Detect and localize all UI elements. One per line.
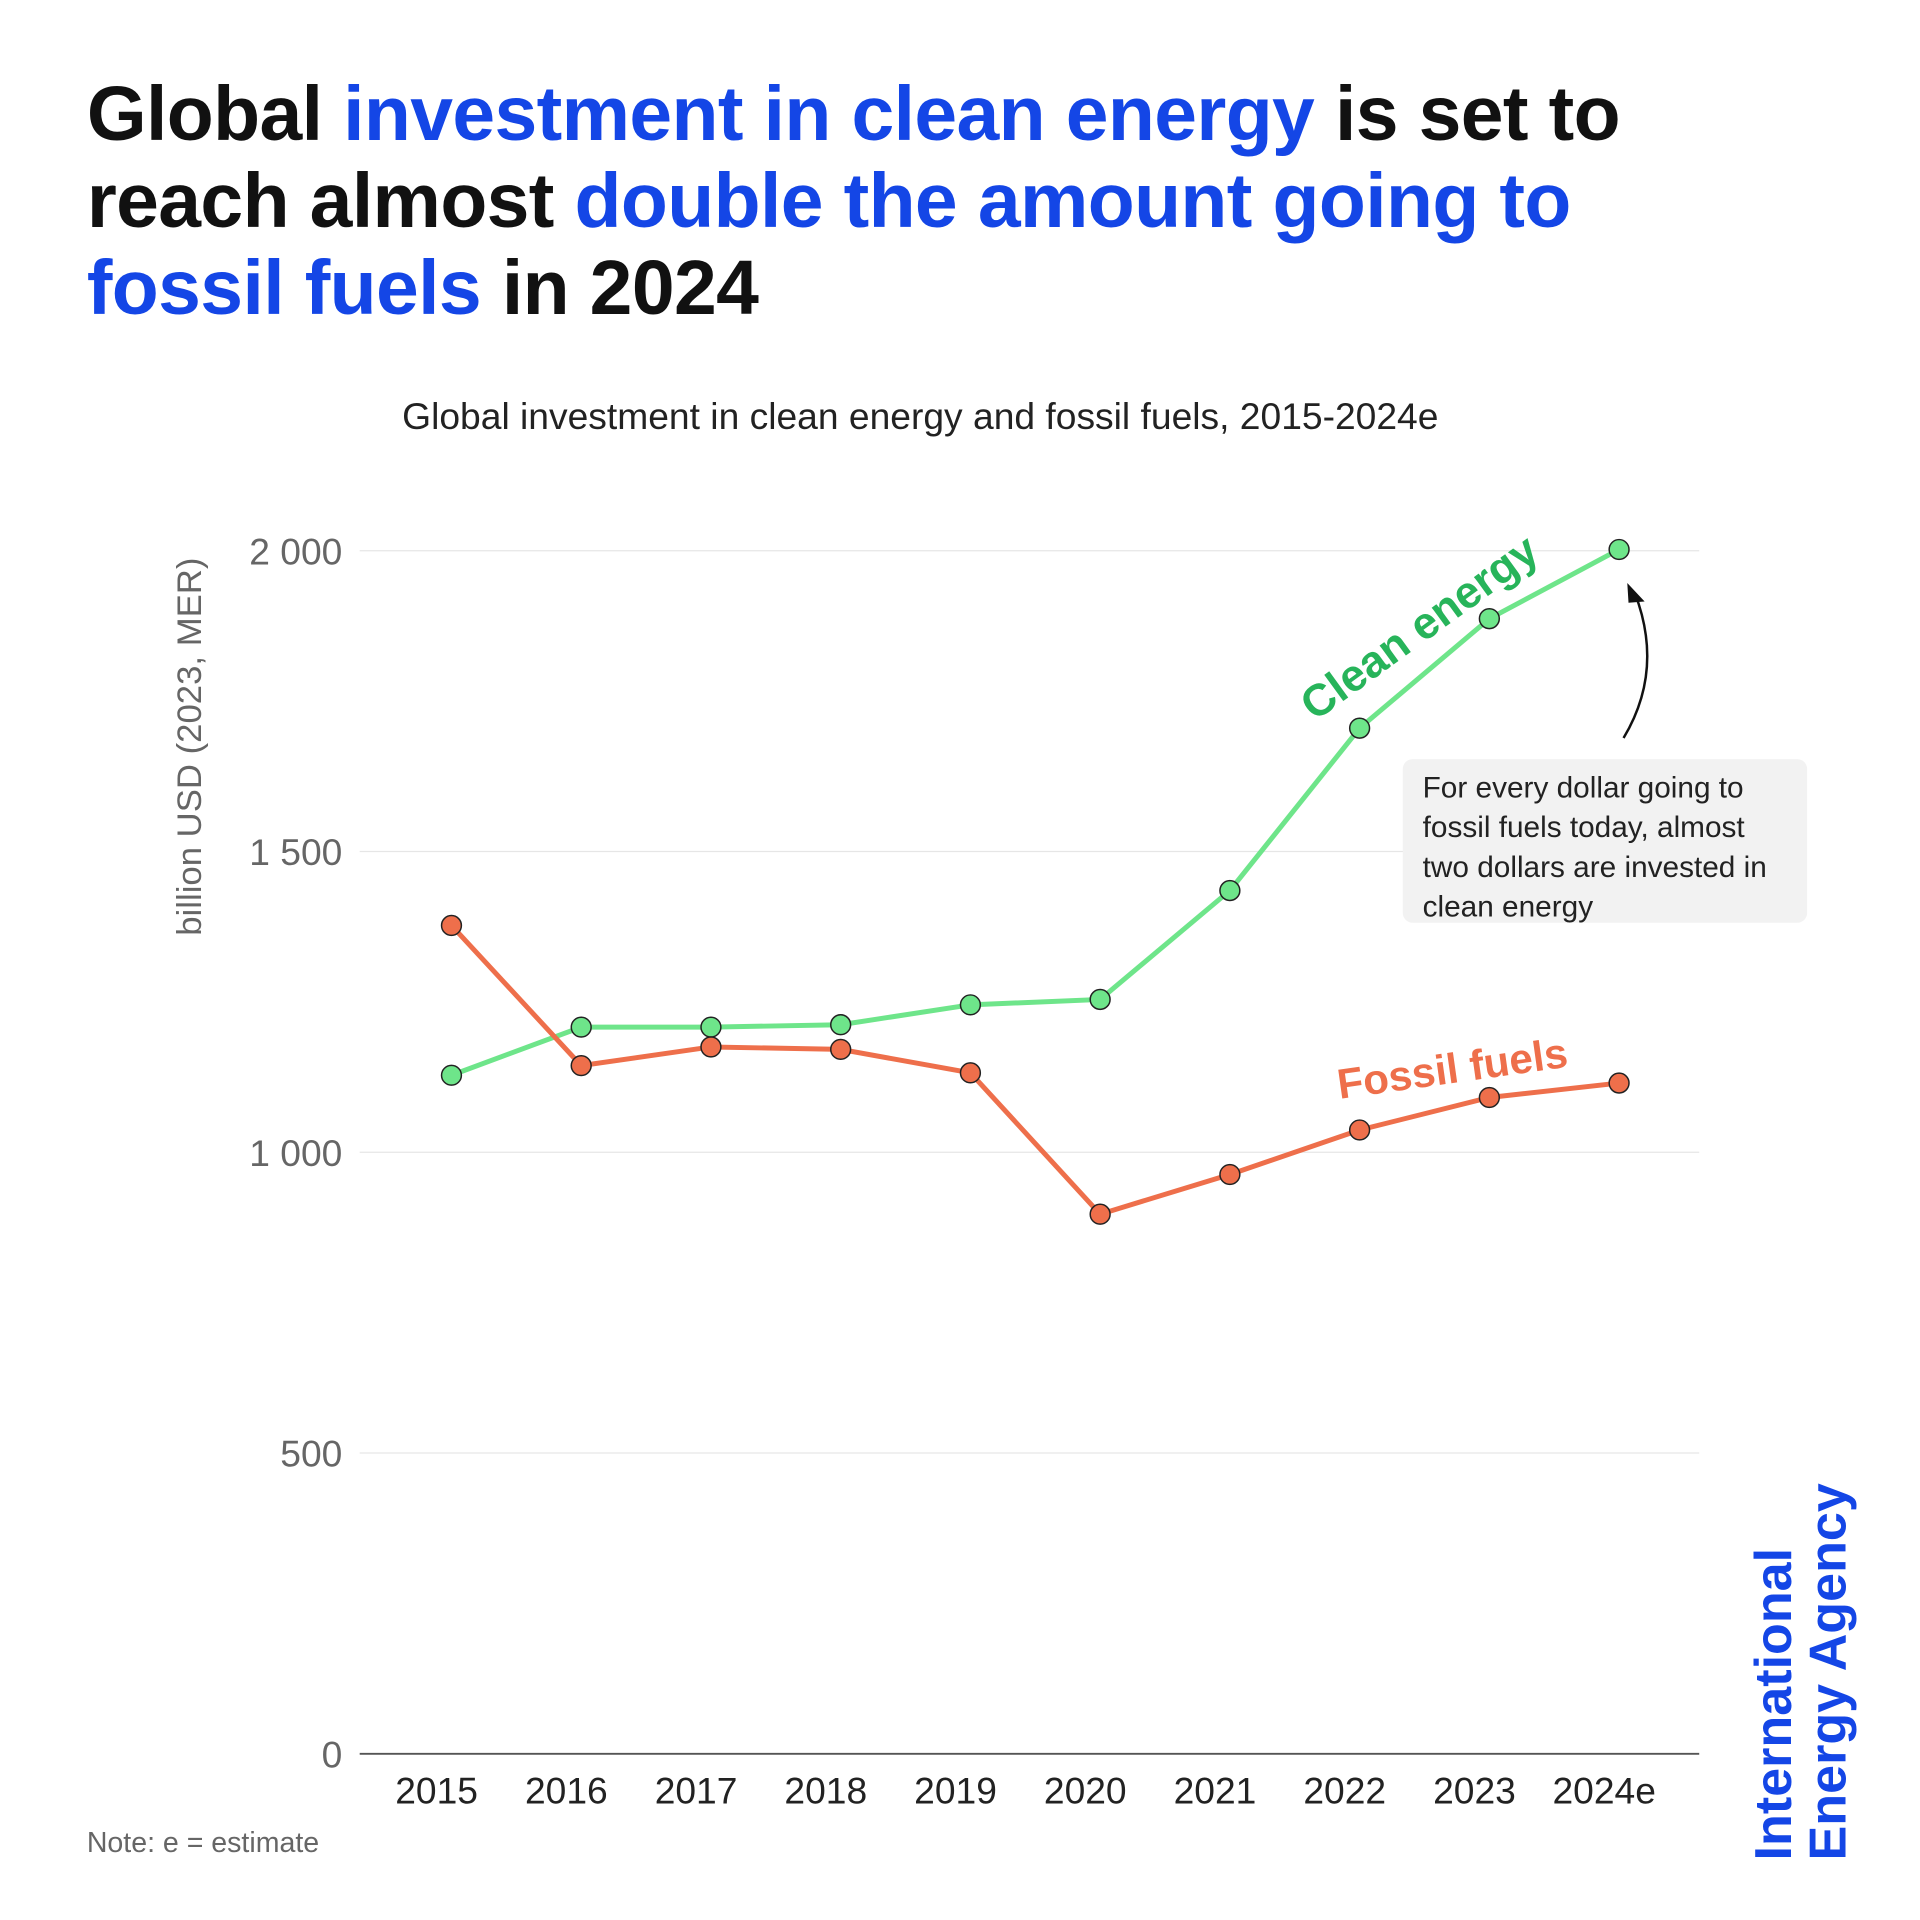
data-point xyxy=(570,1054,592,1077)
y-tick-label: 0 xyxy=(322,1733,343,1775)
data-point xyxy=(959,994,982,1016)
y-tick-label: 2 000 xyxy=(249,530,342,572)
arrowhead-icon xyxy=(1627,582,1645,603)
data-point xyxy=(830,1038,852,1061)
data-point xyxy=(1089,988,1111,1011)
iea-logo: International Energy Agency xyxy=(1743,1483,1857,1861)
data-point xyxy=(1608,538,1630,561)
data-point xyxy=(1348,1119,1371,1141)
data-point xyxy=(1608,1072,1630,1094)
x-tick-label: 2019 xyxy=(914,1769,997,1811)
x-tick-label: 2017 xyxy=(655,1769,738,1811)
headline: Global investment in clean energy is set… xyxy=(87,72,1749,332)
y-tick-label: 500 xyxy=(280,1433,342,1475)
logo-line2: Energy Agency xyxy=(1798,1483,1857,1861)
note: Note: e = estimate xyxy=(86,1825,320,1858)
data-point xyxy=(700,1036,722,1058)
annotation-arrow xyxy=(1622,592,1649,739)
series-line-fossil xyxy=(449,923,1620,1218)
data-point xyxy=(440,1064,463,1086)
x-tick-label: 2023 xyxy=(1433,1769,1516,1811)
series-label-fossil: Fossil fuels xyxy=(1334,1029,1570,1108)
headline-part: investment in clean energy xyxy=(343,71,1315,158)
data-point xyxy=(570,1016,592,1038)
headline-part: is set to reach almost xyxy=(86,71,1621,245)
data-point xyxy=(1219,1163,1241,1186)
data-point xyxy=(1089,1203,1111,1225)
x-tick-label: 2021 xyxy=(1174,1769,1257,1811)
headline-part: double the amount going to fossil fuels xyxy=(86,158,1572,332)
chart-title: Global investment in clean energy and fo… xyxy=(402,396,1439,438)
headline-part: in 2024 xyxy=(481,245,759,332)
annotation-box: For every dollar going to fossil fuels t… xyxy=(1402,759,1808,924)
x-tick-label: 2024e xyxy=(1552,1769,1655,1811)
x-tick-label: 2016 xyxy=(525,1769,608,1811)
data-point xyxy=(830,1014,852,1036)
series-line-clean xyxy=(450,547,1621,1078)
data-point xyxy=(440,914,463,937)
x-tick-label: 2018 xyxy=(784,1769,867,1811)
x-tick-label: 2015 xyxy=(395,1769,478,1811)
data-point xyxy=(1478,1086,1501,1109)
x-tick-label: 2020 xyxy=(1044,1769,1127,1811)
headline-part: Global xyxy=(86,71,344,158)
logo-line1: International xyxy=(1743,1547,1803,1861)
y-tick-label: 1 000 xyxy=(249,1132,342,1174)
y-tick-label: 1 500 xyxy=(249,831,342,873)
data-point xyxy=(1478,608,1501,630)
x-tick-label: 2022 xyxy=(1303,1769,1386,1811)
data-point xyxy=(700,1016,722,1038)
series-label-clean: Clean energy xyxy=(1292,525,1548,730)
data-point xyxy=(1219,879,1241,902)
data-point xyxy=(1348,717,1371,739)
data-point xyxy=(959,1062,982,1084)
y-axis-label: billion USD (2023, MER) xyxy=(171,558,209,936)
